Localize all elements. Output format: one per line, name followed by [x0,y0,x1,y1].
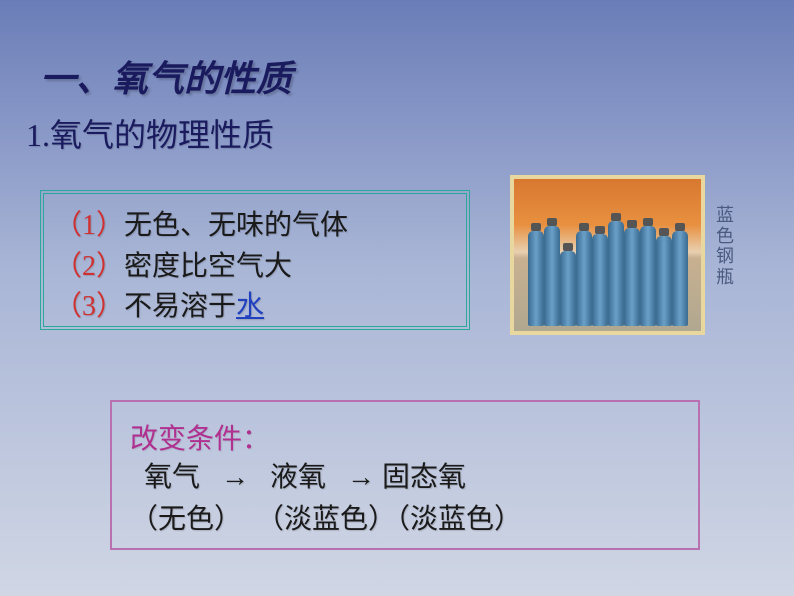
water-link[interactable]: 水 [236,291,264,322]
section-title: 一、氧气的性质 [40,50,292,102]
property-num-3: （3） [54,291,124,322]
cylinder [640,226,656,326]
property-num-1: （1） [54,210,124,241]
property-num-2: （2） [54,251,124,282]
conditions-label: 改变条件： [130,417,680,457]
property-line-3: （3）不易溶于水 [54,287,456,328]
cylinder [576,231,592,326]
conditions-box: 改变条件： 氧气 → 液氧 → 固态氧 （无色） （淡蓝色）（淡蓝色） [110,400,700,550]
property-text-1: 无色、无味的气体 [124,210,348,241]
cylinder [592,234,608,326]
cylinder [560,251,576,326]
conditions-colors: （无色） （淡蓝色）（淡蓝色） [130,499,680,541]
image-caption: 蓝色钢瓶 [715,205,735,288]
cylinder-image [510,175,705,335]
cylinder [608,221,624,326]
cylinders-group [514,221,701,326]
cylinder [656,236,672,326]
cylinder [544,226,560,326]
section-subtitle: 1.氧气的物理性质 [26,110,274,156]
conditions-states: 氧气 → 液氧 → 固态氧 [130,457,680,499]
cylinder [672,231,688,326]
cylinder [624,228,640,326]
property-text-3a: 不易溶于 [124,291,236,322]
properties-box: （1）无色、无味的气体 （2）密度比空气大 （3）不易溶于水 [40,190,470,330]
property-line-1: （1）无色、无味的气体 [54,206,456,247]
property-line-2: （2）密度比空气大 [54,247,456,288]
cylinder [528,231,544,326]
property-text-2: 密度比空气大 [124,251,292,282]
